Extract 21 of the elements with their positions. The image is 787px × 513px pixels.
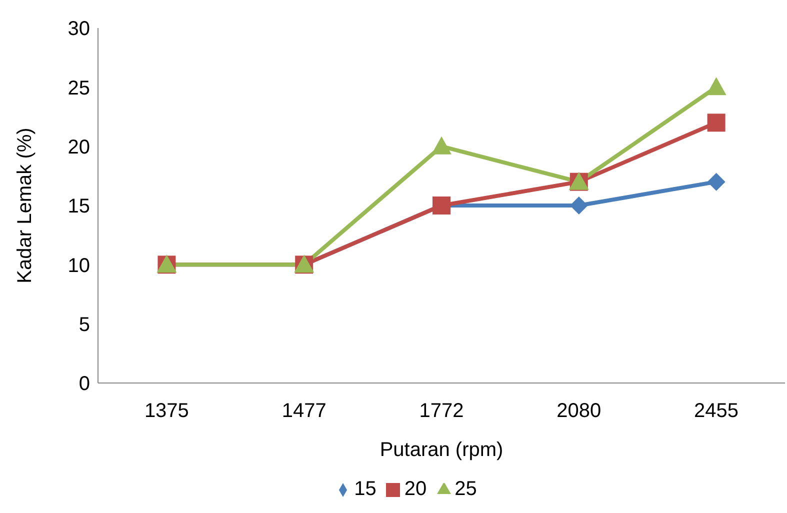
legend-label: 25 — [454, 478, 477, 500]
x-axis-title: Putaran (rpm) — [380, 439, 504, 461]
y-tick-label: 25 — [68, 77, 90, 100]
y-tick-label: 15 — [68, 196, 90, 218]
y-tick-label: 10 — [68, 254, 90, 277]
x-tick-label: 2455 — [694, 400, 739, 422]
y-axis-title: Kadar Lemak (%) — [14, 128, 36, 284]
x-tick-label: 2080 — [556, 400, 602, 422]
point — [706, 77, 726, 96]
point — [707, 172, 726, 191]
legend-label: 20 — [404, 478, 427, 500]
point — [707, 114, 726, 132]
legend-label: 15 — [354, 478, 376, 500]
y-tick-label: 20 — [68, 136, 90, 158]
y-tick-label: 0 — [78, 373, 90, 396]
x-tick-label: 1477 — [282, 400, 326, 422]
y-tick-label: 30 — [68, 18, 90, 40]
y-tick-label: 5 — [78, 314, 90, 336]
x-tick-label: 1772 — [419, 400, 464, 422]
point — [432, 136, 452, 154]
x-tick-label: 1375 — [144, 400, 189, 422]
